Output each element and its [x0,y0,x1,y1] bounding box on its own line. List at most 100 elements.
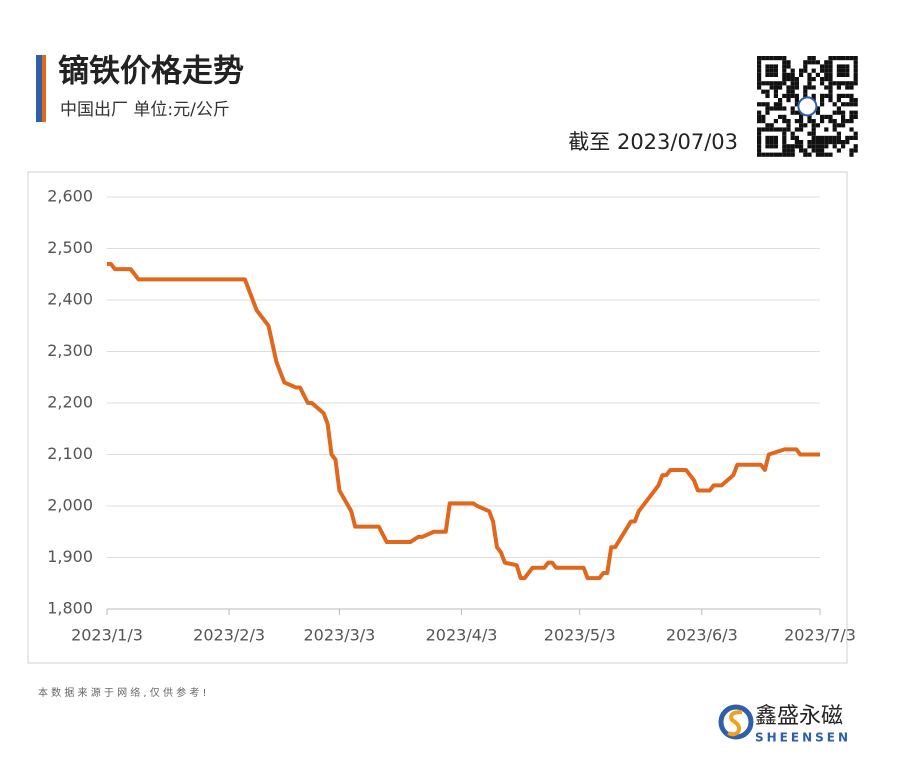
qr-cell [773,144,778,149]
qr-cell [782,127,787,132]
qr-cell [824,64,829,69]
qr-cell [773,64,778,69]
qr-cell [841,72,846,77]
qr-cell [765,152,770,157]
qr-cell [773,56,778,61]
qr-cell [807,114,812,119]
qr-cell [820,102,825,107]
qr-cell [845,81,850,86]
qr-cell [828,114,833,119]
qr-cell [794,135,799,140]
qr-cell [765,93,770,98]
qr-cell [765,102,770,107]
qr-cell [786,60,791,65]
qr-cell [773,68,778,73]
qr-cell [757,85,762,90]
qr-cell [828,93,833,98]
qr-cell [811,119,816,124]
qr-cell [761,89,766,94]
qr-cell [832,135,837,140]
qr-cell [765,68,770,73]
qr-cell [828,56,833,61]
logo-mark [718,704,754,740]
qr-cell [769,140,774,145]
qr-cell [807,85,812,90]
qr-cell [778,114,783,119]
qr-cell [782,148,787,153]
qr-cell [853,102,858,107]
qr-cell [807,60,812,65]
qr-cell [761,152,766,157]
qr-cell [769,123,774,128]
qr-cell [820,68,825,73]
qr-cell [794,98,799,103]
qr-cell [761,56,766,61]
qr-cell [841,114,846,119]
qr-cell [845,56,850,61]
x-tick-label: 2023/4/3 [426,626,498,645]
qr-cell [820,114,825,119]
x-tick-label: 2023/7/3 [784,626,856,645]
qr-cell [820,148,825,153]
qr-cell [761,114,766,119]
qr-cell [832,123,837,128]
qr-cell [765,81,770,86]
qr-cell [757,77,762,82]
qr-cell [773,152,778,157]
y-tick-label: 2,500 [47,238,93,257]
qr-cell [757,102,762,107]
qr-cell [815,140,820,145]
qr-cell [853,68,858,73]
qr-cell [778,152,783,157]
x-tick-label: 2023/2/3 [193,626,265,645]
qr-cell [799,148,804,153]
qr-cell [815,135,820,140]
qr-cell [757,64,762,69]
qr-cell [853,56,858,61]
x-tick-label: 2023/6/3 [666,626,738,645]
qr-cell [841,140,846,145]
qr-cell [782,106,787,111]
accent-bar [36,55,42,122]
qr-cell [799,114,804,119]
qr-cell [786,64,791,69]
qr-cell [769,127,774,132]
qr-cell [769,144,774,149]
qr-cell [820,135,825,140]
qr-cell [803,89,808,94]
qr-cell [811,144,816,149]
qr-cell [811,135,816,140]
qr-cell [849,102,854,107]
x-tick-label: 2023/3/3 [303,626,375,645]
qr-cell [815,144,820,149]
x-tick-label: 2023/1/3 [71,626,143,645]
qr-cell [832,102,837,107]
qr-cell [845,68,850,73]
qr-cell [849,148,854,153]
qr-cell [828,72,833,77]
qr-cell [815,123,820,128]
qr-cell [790,144,795,149]
qr-cell [799,119,804,124]
brand-name-en: SHEENSEN [755,731,851,745]
qr-cell [773,93,778,98]
qr-cell [794,93,799,98]
qr-cell [773,85,778,90]
qr-cell [820,98,825,103]
y-tick-label: 2,400 [47,290,93,309]
qr-cell [832,140,837,145]
qr-cell [824,68,829,73]
qr-cell [820,144,825,149]
qr-cell [820,93,825,98]
qr-cell [845,140,850,145]
qr-cell [832,144,837,149]
qr-cell [811,93,816,98]
qr-cell [769,56,774,61]
qr-cell [757,144,762,149]
qr-cell [782,81,787,86]
qr-cell [849,114,854,119]
qr-cell [794,110,799,115]
qr-cell [773,89,778,94]
qr-cell [782,140,787,145]
qr-cell [757,152,762,157]
